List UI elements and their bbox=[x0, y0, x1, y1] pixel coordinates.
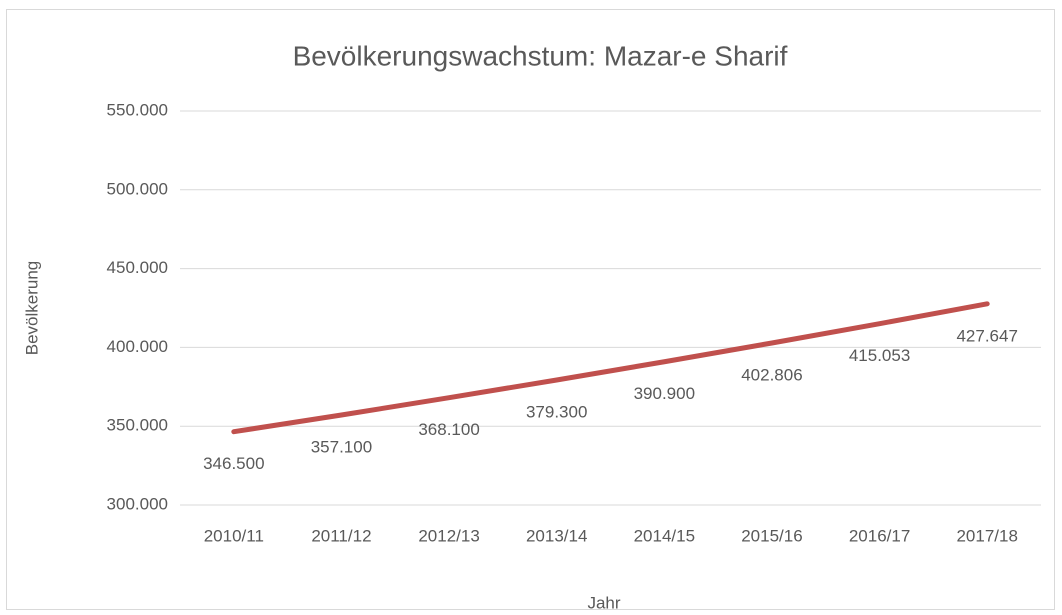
data-label: 379.300 bbox=[526, 403, 587, 422]
data-label: 402.806 bbox=[741, 365, 802, 384]
data-label: 427.647 bbox=[956, 326, 1017, 345]
x-tick-label: 2016/17 bbox=[849, 526, 910, 545]
data-label: 415.053 bbox=[849, 346, 910, 365]
x-tick-label: 2013/14 bbox=[526, 526, 587, 545]
chart-border bbox=[6, 9, 1055, 610]
y-axis-label: Bevölkerung bbox=[22, 261, 41, 356]
x-tick-label: 2012/13 bbox=[418, 526, 479, 545]
chart-title: Bevölkerungswachstum: Mazar-e Sharif bbox=[293, 40, 788, 71]
data-label: 390.900 bbox=[634, 384, 695, 403]
data-label: 346.500 bbox=[203, 454, 264, 473]
data-label: 357.100 bbox=[311, 437, 372, 456]
y-tick-label: 550.000 bbox=[107, 100, 168, 119]
y-tick-label: 450.000 bbox=[107, 258, 168, 277]
x-tick-label: 2015/16 bbox=[741, 526, 802, 545]
y-tick-label: 350.000 bbox=[107, 416, 168, 435]
x-tick-label: 2017/18 bbox=[956, 526, 1017, 545]
x-axis-label: Jahr bbox=[587, 593, 620, 612]
x-tick-label: 2010/11 bbox=[204, 526, 264, 545]
data-label: 368.100 bbox=[418, 420, 479, 439]
y-tick-label: 500.000 bbox=[107, 179, 168, 198]
x-tick-label: 2014/15 bbox=[634, 526, 695, 545]
y-tick-label: 300.000 bbox=[107, 494, 168, 513]
x-tick-label: 2011/12 bbox=[311, 526, 371, 545]
data-line bbox=[231, 301, 990, 435]
y-tick-label: 400.000 bbox=[107, 337, 168, 356]
